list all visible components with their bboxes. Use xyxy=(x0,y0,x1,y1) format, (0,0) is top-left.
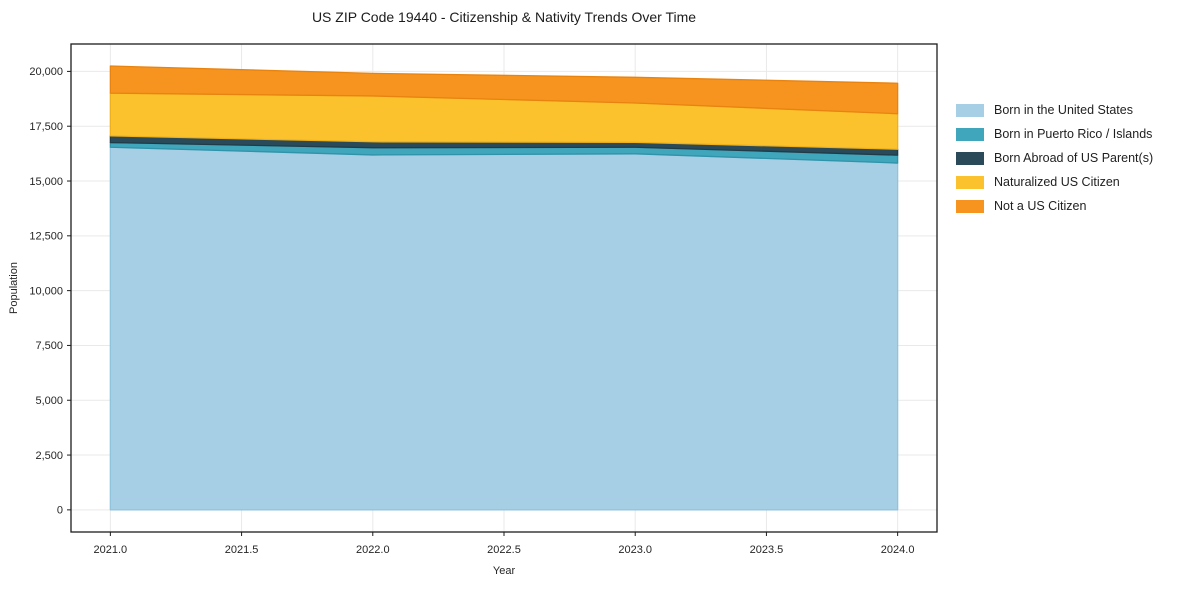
x-axis-label: Year xyxy=(492,565,516,577)
legend-swatch xyxy=(956,175,984,189)
y-tick-label: 20,000 xyxy=(29,66,63,78)
legend: Born in the United States Born in Puerto … xyxy=(956,103,1153,213)
y-tick-label: 12,500 xyxy=(29,231,63,243)
legend-item: Not a US Citizen xyxy=(956,199,1153,213)
chart-title: US ZIP Code 19440 - Citizenship & Nativi… xyxy=(311,9,697,25)
legend-swatch xyxy=(956,103,984,117)
y-tick-label: 2,500 xyxy=(35,450,63,462)
area-not-a-us-citizen xyxy=(109,65,899,115)
y-axis-label: Population xyxy=(8,262,20,314)
x-tick-label: 2023.5 xyxy=(750,544,784,556)
legend-swatch xyxy=(956,199,984,213)
legend-item: Born Abroad of US Parent(s) xyxy=(956,151,1153,165)
y-tick-label: 7,500 xyxy=(35,340,63,352)
legend-label: Not a US Citizen xyxy=(994,199,1087,213)
legend-item: Born in Puerto Rico / Islands xyxy=(956,127,1153,141)
x-tick-label: 2023.0 xyxy=(618,544,652,556)
x-tick-label: 2022.0 xyxy=(356,544,390,556)
legend-item: Naturalized US Citizen xyxy=(956,175,1153,189)
y-tick-label: 17,500 xyxy=(29,121,63,133)
legend-label: Born in Puerto Rico / Islands xyxy=(994,127,1153,141)
y-tick-label: 0 xyxy=(57,505,63,517)
y-tick-label: 15,000 xyxy=(29,176,63,188)
legend-label: Born in the United States xyxy=(994,103,1133,117)
x-tick-label: 2022.5 xyxy=(487,544,521,556)
y-tick-label: 5,000 xyxy=(35,395,63,407)
legend-label: Born Abroad of US Parent(s) xyxy=(994,151,1154,165)
y-tick-label: 10,000 xyxy=(29,285,63,297)
legend-label: Naturalized US Citizen xyxy=(994,175,1120,189)
legend-swatch xyxy=(956,151,984,165)
legend-item: Born in the United States xyxy=(956,103,1153,117)
legend-swatch xyxy=(956,127,984,141)
x-tick-label: 2021.0 xyxy=(94,544,128,556)
area-born-in-the-united-states xyxy=(109,146,899,511)
x-tick-label: 2021.5 xyxy=(225,544,259,556)
x-tick-label: 2024.0 xyxy=(881,544,915,556)
